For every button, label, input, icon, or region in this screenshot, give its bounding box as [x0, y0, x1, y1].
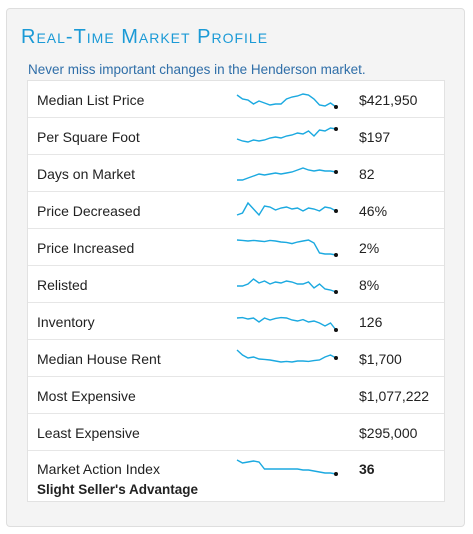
sparkline-trend-line: [237, 278, 337, 293]
sparkline-end-dot: [334, 209, 338, 213]
row-label: Days on Market: [37, 166, 136, 182]
table-row: Median List Price $421,950: [28, 81, 444, 118]
sparkline-trend-line: [236, 349, 337, 363]
row-label: Most Expensive: [37, 388, 136, 404]
sparkline: [236, 459, 338, 476]
row-label: Price Decreased: [37, 203, 141, 219]
sparkline-end-dot: [334, 170, 338, 174]
row-label: Inventory: [37, 314, 95, 330]
sparkline-end-dot: [334, 472, 338, 476]
panel-subtitle: Never miss important changes in the Hend…: [28, 62, 366, 77]
row-label: Per Square Foot: [37, 129, 140, 145]
sparkline-end-dot: [334, 253, 338, 257]
row-value: 126: [359, 314, 383, 330]
row-label: Market Action Index: [37, 461, 160, 477]
row-value: $421,950: [359, 92, 418, 108]
panel-title: Real-Time Market Profile: [21, 26, 269, 48]
sparkline-end-dot: [334, 105, 338, 109]
sparkline: [237, 278, 338, 294]
sparkline-trend-line: [237, 167, 337, 181]
sparkline-trend-line: [236, 239, 337, 256]
market-stats-table: Median List Price $421,950 Per Square Fo…: [27, 80, 445, 502]
sparkline: [236, 349, 338, 363]
row-value: 82: [359, 166, 375, 182]
table-row: Price Decreased 46%: [28, 192, 444, 229]
sparkline-end-dot: [334, 356, 338, 360]
market-action-index-row: Market Action Index Slight Seller's Adva…: [28, 451, 444, 501]
row-label: Median House Rent: [37, 351, 161, 367]
table-row: Inventory 126: [28, 303, 444, 340]
row-label: Relisted: [37, 277, 88, 293]
market-action-index-value: 36: [359, 461, 375, 477]
row-value: 8%: [359, 277, 380, 293]
row-value: $295,000: [359, 425, 418, 441]
table-row: Price Increased 2%: [28, 229, 444, 266]
sparkline: [236, 93, 338, 109]
sparkline: [236, 127, 338, 143]
row-value: $1,077,222: [359, 388, 430, 404]
sparkline: [237, 167, 338, 181]
sparkline-end-dot: [334, 328, 338, 332]
table-row: Most Expensive $1,077,222: [28, 377, 444, 414]
row-label: Median List Price: [37, 92, 145, 108]
sparkline: [236, 201, 338, 217]
table-row: Median House Rent $1,700: [28, 340, 444, 377]
sparkline-trend-line: [236, 316, 337, 331]
sparkline-trend-line: [236, 459, 337, 475]
row-label: Least Expensive: [37, 425, 140, 441]
row-value: $197: [359, 129, 391, 145]
table-row: Days on Market 82: [28, 155, 444, 192]
sparkline-trend-line: [236, 201, 337, 217]
row-label: Price Increased: [37, 240, 135, 256]
row-value: 46%: [359, 203, 388, 219]
table-row: Per Square Foot $197: [28, 118, 444, 155]
sparkline: [236, 239, 338, 257]
sparkline-trend-line: [236, 127, 337, 143]
sparkline-end-dot: [334, 290, 338, 294]
row-value: $1,700: [359, 351, 402, 367]
sparkline: [236, 316, 338, 332]
sparkline-end-dot: [334, 127, 338, 131]
row-value: 2%: [359, 240, 380, 256]
market-status-text: Slight Seller's Advantage: [37, 482, 199, 497]
sparkline-trend-line: [236, 93, 337, 108]
table-row: Least Expensive $295,000: [28, 414, 444, 451]
table-row: Relisted 8%: [28, 266, 444, 303]
